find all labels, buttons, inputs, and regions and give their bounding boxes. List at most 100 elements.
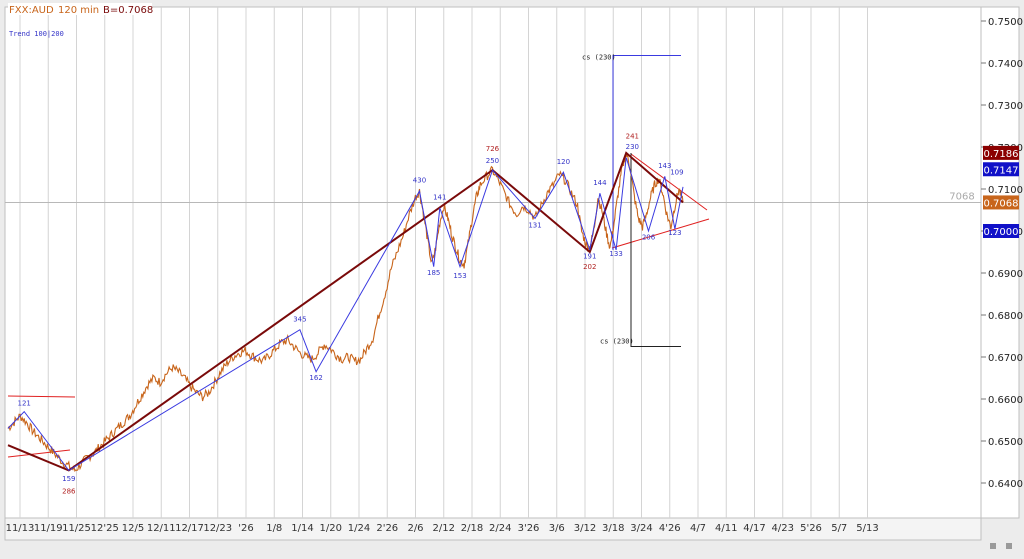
wave-count-label: 185 bbox=[427, 269, 440, 277]
cs-bracket-top bbox=[612, 54, 681, 250]
price-tag-box bbox=[983, 162, 1019, 177]
x-tick-label: 12/23 bbox=[203, 523, 232, 534]
triangle-upper-line bbox=[630, 153, 708, 211]
y-tick-label: 0.6800 bbox=[988, 311, 1023, 322]
cs-label-bottom: cs (230) bbox=[600, 338, 634, 346]
wave-count-label: 241 bbox=[626, 133, 639, 141]
y-tick-label: 0.7400 bbox=[988, 59, 1023, 70]
y-tick-label: 0.6600 bbox=[988, 395, 1023, 406]
price-tag-box bbox=[983, 145, 1019, 160]
channel-line-bottom-left bbox=[7, 449, 71, 458]
wave-count-label: 430 bbox=[413, 177, 426, 185]
x-tick-label: 1/20 bbox=[320, 523, 342, 534]
x-tick-label: 5/7 bbox=[831, 523, 847, 534]
last-price-line: 7068 bbox=[5, 191, 981, 203]
channel-line-top-left bbox=[7, 395, 76, 398]
triangle-lower-line bbox=[611, 218, 710, 249]
wave-count-label: 206 bbox=[642, 233, 656, 241]
x-tick-label: 4/23 bbox=[772, 523, 794, 534]
price-tag-label: 0.7147 bbox=[984, 165, 1019, 176]
y-tick-label: 0.7100 bbox=[988, 185, 1023, 196]
cs-projection: cs (230) cs (230) bbox=[582, 53, 681, 347]
x-tick-label: 1/14 bbox=[291, 523, 313, 534]
x-tick-label: 5/13 bbox=[856, 523, 878, 534]
wave-count-label: 153 bbox=[453, 272, 466, 280]
x-tick-label: 12/5 bbox=[122, 523, 144, 534]
wave-count-label: 120 bbox=[557, 158, 570, 166]
wave-count-label: 162 bbox=[309, 374, 322, 382]
x-tick-label: 1/24 bbox=[348, 523, 370, 534]
price-tag-label: 0.7000 bbox=[984, 227, 1019, 238]
y-tick-label: 0.6500 bbox=[988, 437, 1023, 448]
wave-count-label: 121 bbox=[18, 399, 31, 407]
wave-count-label: 191 bbox=[583, 252, 596, 260]
wave-count-label: 345 bbox=[293, 315, 306, 323]
y-axis-panel bbox=[980, 6, 1020, 519]
last-price-header: B=0.7068 bbox=[103, 5, 153, 16]
price-tag-label: 0.7068 bbox=[984, 198, 1019, 209]
wave-minor-waves bbox=[7, 157, 684, 472]
wave-labels: 121 159 286 345 162 430 185 141 153 726 250 131 120 1… bbox=[18, 133, 684, 496]
wave-count-label: 133 bbox=[609, 250, 622, 258]
price-tag-label: 0.7186 bbox=[984, 149, 1019, 160]
x-tick-label: 1/8 bbox=[266, 523, 282, 534]
scroll-handle-left[interactable] bbox=[990, 543, 996, 549]
x-tick-label: 11/25 bbox=[62, 523, 91, 534]
x-tick-label: 2/6 bbox=[407, 523, 423, 534]
trend-indicator-label: Trend 100|200 bbox=[9, 30, 64, 38]
x-tick-label: 4'26 bbox=[659, 523, 681, 534]
x-tick-label: 12/11 bbox=[147, 523, 176, 534]
hline-label: 7068 bbox=[949, 191, 974, 202]
x-tick-label: 2/12 bbox=[433, 523, 455, 534]
x-tick-label: 3/24 bbox=[630, 523, 652, 534]
y-tick-label: 0.7500 bbox=[988, 17, 1023, 28]
x-tick-label: 4/17 bbox=[743, 523, 765, 534]
wave-count-label: 144 bbox=[593, 179, 607, 187]
price-tags: 0.7186 0.7147 0.7068 0.7000 bbox=[983, 145, 1019, 238]
x-tick-label: 3'26 bbox=[518, 523, 540, 534]
x-tick-label: 2'26 bbox=[376, 523, 398, 534]
y-tick-label: 0.7300 bbox=[988, 101, 1023, 112]
cs-label-top: cs (230) bbox=[582, 53, 616, 61]
chart-interval: 120 min bbox=[58, 5, 99, 16]
x-tick-label: 3/18 bbox=[602, 523, 624, 534]
wave-count-label: 159 bbox=[62, 475, 75, 483]
wave-count-label: 250 bbox=[486, 157, 499, 165]
plot-area bbox=[4, 6, 982, 519]
wave-lines bbox=[7, 151, 684, 472]
grid bbox=[19, 7, 868, 518]
x-tick-label: 12/17 bbox=[175, 523, 204, 534]
x-tick-label: 5'26 bbox=[800, 523, 822, 534]
x-tick-label: 3/6 bbox=[549, 523, 565, 534]
wave-count-label: 230 bbox=[626, 143, 639, 151]
wave-count-label: 143 bbox=[658, 162, 671, 170]
x-axis-ticks: 11/13 11/19 11/25 12'25 12/5 12/11 12/17 12/23 '… bbox=[6, 523, 879, 534]
trend-channel-lines bbox=[7, 153, 710, 458]
wave-count-label: 131 bbox=[528, 222, 541, 230]
price-tag-box bbox=[983, 224, 1019, 238]
wave-count-label: 141 bbox=[433, 194, 446, 202]
y-tick-label: 0.6400 bbox=[988, 479, 1023, 490]
x-tick-label: 2/18 bbox=[461, 523, 483, 534]
x-tick-label: 3/12 bbox=[574, 523, 596, 534]
scroll-handle-right[interactable] bbox=[1006, 543, 1012, 549]
x-tick-label: 4/7 bbox=[690, 523, 706, 534]
x-tick-label: 12'25 bbox=[91, 523, 119, 534]
y-tick-label: 0.6700 bbox=[988, 353, 1023, 364]
header-background bbox=[8, 3, 152, 15]
wave-count-label: 109 bbox=[670, 168, 683, 176]
y-tick-label: 0.6900 bbox=[988, 269, 1023, 280]
x-tick-label: 11/13 bbox=[6, 523, 35, 534]
x-tick-label: 4/11 bbox=[715, 523, 737, 534]
wave-count-label: 286 bbox=[62, 488, 76, 496]
wave-count-label: 726 bbox=[486, 145, 500, 153]
price-tag-box bbox=[983, 195, 1019, 210]
wave-major-trend bbox=[7, 151, 684, 472]
x-axis-panel bbox=[4, 517, 982, 541]
x-tick-label: 11/19 bbox=[34, 523, 63, 534]
x-tick-label: 2/24 bbox=[489, 523, 511, 534]
chart-symbol: FXX:AUD bbox=[9, 5, 54, 16]
wave-count-label: 202 bbox=[583, 263, 596, 271]
